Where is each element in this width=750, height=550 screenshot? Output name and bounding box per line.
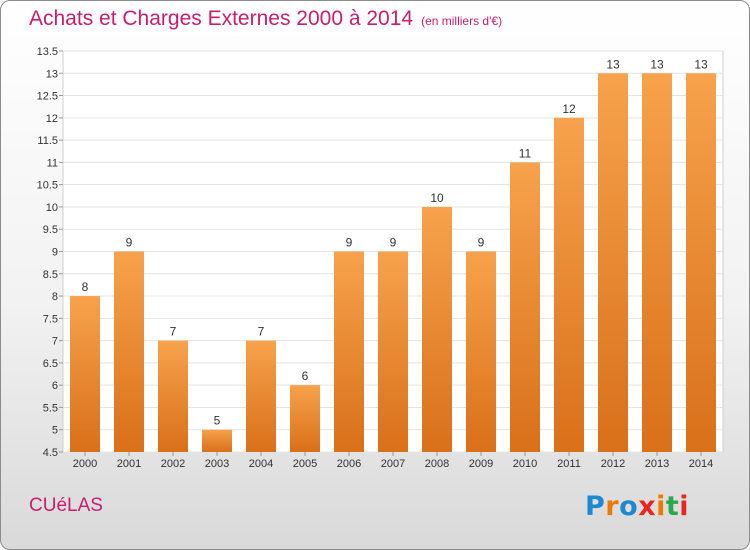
y-tick-label: 8.5 bbox=[43, 269, 58, 281]
y-tick-label: 4.5 bbox=[43, 447, 58, 459]
logo-letter: i bbox=[656, 491, 666, 522]
y-tick-label: 10.5 bbox=[37, 180, 58, 192]
chart-title: Achats et Charges Externes 2000 à 2014 (e… bbox=[29, 7, 502, 31]
bar-2013 bbox=[642, 73, 672, 453]
proxiti-logo: Proxiti bbox=[585, 491, 689, 522]
y-tick-label: 12 bbox=[46, 113, 58, 125]
commune-name: CUéLAS bbox=[29, 495, 103, 516]
bar-2010 bbox=[510, 162, 540, 452]
x-tick-label: 2004 bbox=[249, 458, 273, 470]
data-label-2001: 9 bbox=[126, 236, 133, 250]
data-label-2014: 13 bbox=[694, 57, 708, 71]
y-tick-label: 5.5 bbox=[43, 402, 58, 414]
data-label-2010: 11 bbox=[519, 146, 532, 160]
x-tick-label: 2003 bbox=[205, 458, 229, 470]
data-label-2011: 12 bbox=[562, 102, 576, 116]
y-tick-label: 6.5 bbox=[43, 358, 58, 370]
logo-letter: t bbox=[665, 491, 680, 522]
logo-letter: r bbox=[605, 491, 620, 522]
data-label-2002: 7 bbox=[170, 325, 177, 339]
chart-title-text: Achats et Charges Externes 2000 à 2014 bbox=[29, 7, 414, 30]
x-tick-label: 2000 bbox=[73, 458, 97, 470]
x-tick-label: 2014 bbox=[689, 458, 713, 470]
x-tick-label: 2001 bbox=[117, 458, 141, 470]
logo-letter: i bbox=[679, 491, 690, 522]
bar-2007 bbox=[378, 251, 408, 452]
data-label-2008: 10 bbox=[430, 191, 444, 205]
bar-2003 bbox=[202, 429, 232, 452]
x-tick-label: 2007 bbox=[381, 458, 405, 470]
bar-2005 bbox=[290, 385, 320, 452]
x-tick-label: 2005 bbox=[293, 458, 317, 470]
x-tick-label: 2013 bbox=[645, 458, 669, 470]
logo-letter: P bbox=[585, 491, 606, 522]
bar-2004 bbox=[246, 340, 276, 452]
x-tick-label: 2012 bbox=[601, 458, 625, 470]
x-tick-label: 2011 bbox=[557, 458, 581, 470]
y-tick-label: 9.5 bbox=[43, 224, 58, 236]
y-tick-label: 9 bbox=[52, 247, 58, 259]
data-label-2004: 7 bbox=[258, 325, 265, 339]
y-tick-label: 11 bbox=[47, 157, 58, 169]
bar-2009 bbox=[466, 251, 496, 452]
chart-subtitle: (en milliers d'€) bbox=[421, 14, 503, 28]
y-tick-label: 11.5 bbox=[37, 135, 58, 147]
logo-letter: x bbox=[638, 491, 657, 522]
y-tick-label: 5 bbox=[52, 425, 58, 437]
data-label-2013: 13 bbox=[650, 57, 664, 71]
data-label-2000: 8 bbox=[82, 280, 89, 294]
y-tick-label: 7.5 bbox=[43, 313, 58, 325]
x-tick-label: 2010 bbox=[513, 458, 537, 470]
data-label-2006: 9 bbox=[346, 236, 353, 250]
x-tick-label: 2002 bbox=[161, 458, 185, 470]
y-tick-label: 12.5 bbox=[37, 91, 58, 103]
y-tick-label: 8 bbox=[52, 291, 58, 303]
y-tick-label: 10 bbox=[46, 202, 58, 214]
y-tick-label: 7 bbox=[52, 336, 58, 348]
bar-2002 bbox=[158, 340, 188, 452]
logo-letter: o bbox=[619, 491, 639, 522]
data-label-2009: 9 bbox=[478, 236, 485, 250]
data-label-2005: 6 bbox=[302, 369, 309, 383]
bar-2012 bbox=[598, 73, 628, 453]
data-label-2007: 9 bbox=[390, 236, 397, 250]
y-tick-label: 13.5 bbox=[37, 46, 58, 58]
x-tick-label: 2008 bbox=[425, 458, 449, 470]
x-tick-label: 2009 bbox=[469, 458, 493, 470]
bar-2011 bbox=[554, 117, 584, 452]
bar-2000 bbox=[70, 296, 100, 452]
x-tick-label: 2006 bbox=[337, 458, 361, 470]
data-label-2012: 13 bbox=[606, 57, 620, 71]
bar-2014 bbox=[686, 73, 716, 453]
data-label-2003: 5 bbox=[214, 414, 221, 428]
y-tick-label: 13 bbox=[46, 68, 58, 80]
bar-2006 bbox=[334, 251, 364, 452]
bar-2001 bbox=[114, 251, 144, 452]
y-tick-label: 6 bbox=[52, 380, 58, 392]
bar-2008 bbox=[422, 206, 452, 452]
